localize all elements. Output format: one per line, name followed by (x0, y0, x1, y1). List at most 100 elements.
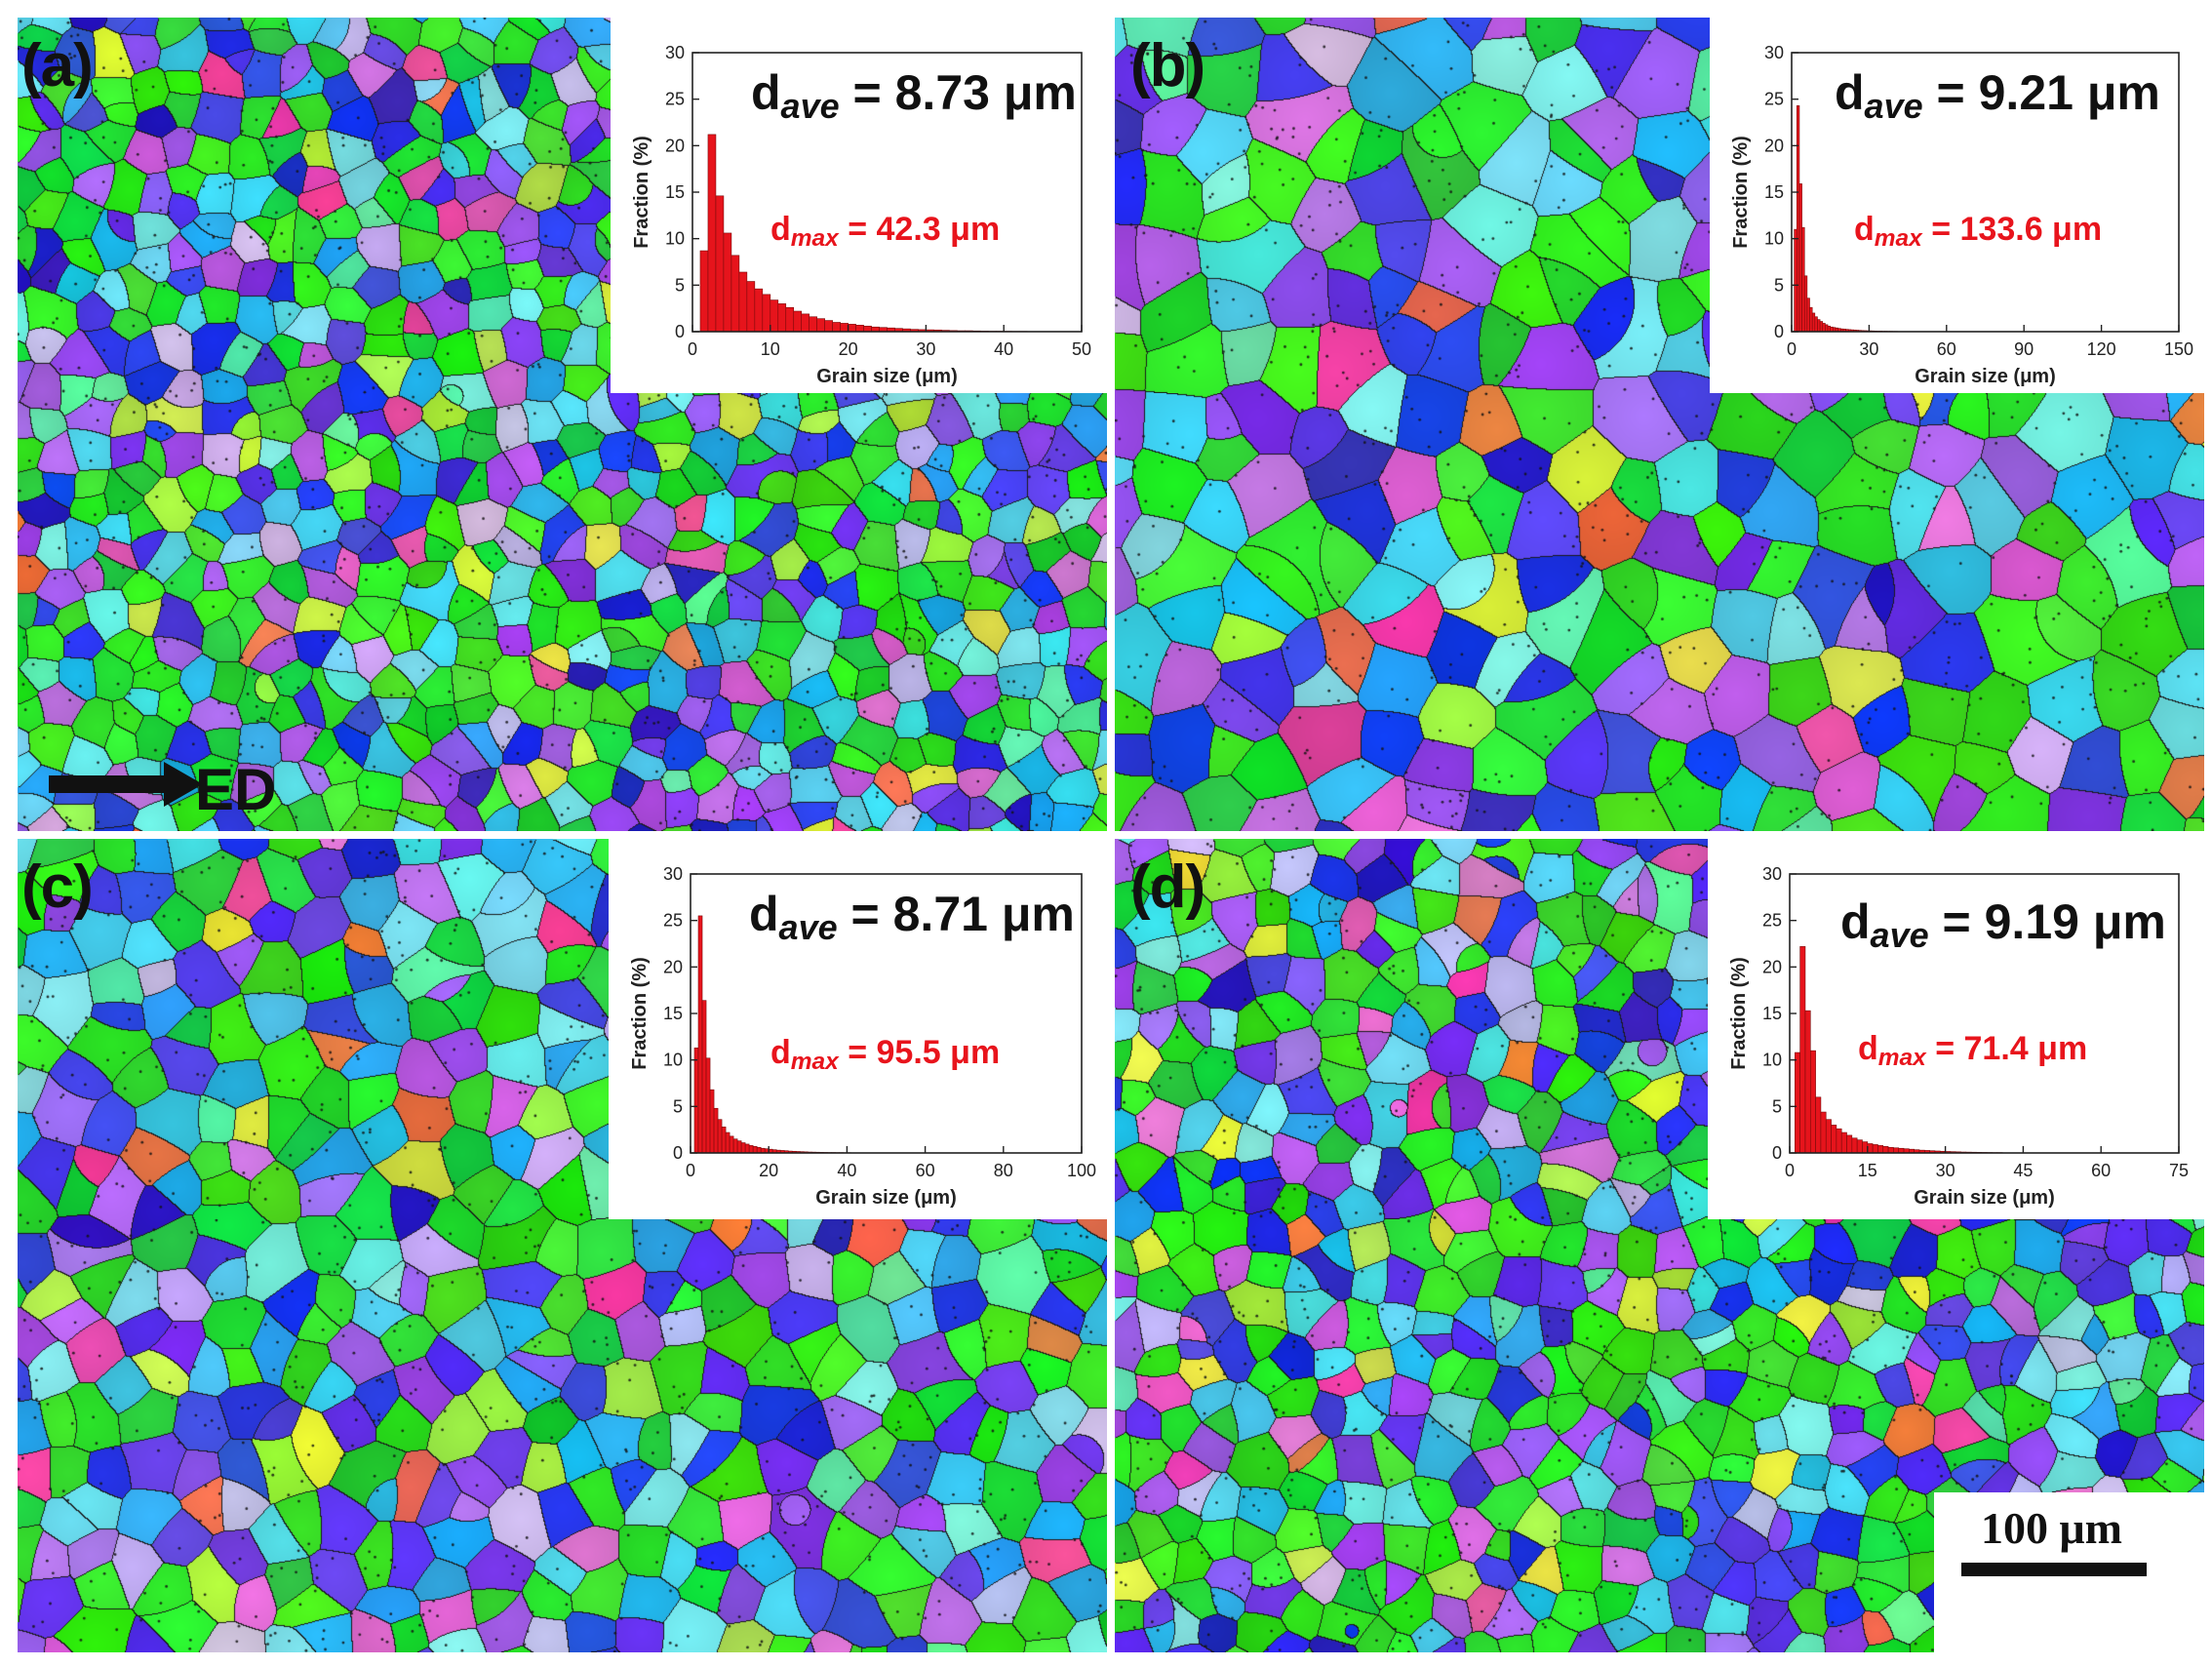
panel-label-d: (d) (1130, 853, 1205, 921)
histogram-bar (1814, 316, 1818, 333)
histogram-bar (785, 306, 795, 333)
histogram-svg-c: 0 5 10 15 20 25 30 0 20 40 60 80 100 Grain size (μm) F… (629, 864, 1096, 1209)
histogram-bar (1798, 183, 1802, 333)
d-ave-label-b: dave = 9.21 μm (1835, 65, 2160, 126)
histogram-bar (693, 1047, 699, 1154)
histogram-bar (832, 322, 841, 333)
y-tick-label: 5 (1772, 1096, 1782, 1116)
histogram-bar (1803, 275, 1808, 333)
y-tick-label: 10 (663, 1051, 683, 1070)
histogram-bar (699, 250, 709, 333)
x-tick-label: 100 (1067, 1161, 1096, 1180)
histogram-bar (725, 1131, 731, 1154)
histogram-bar (1846, 1134, 1853, 1154)
histogram-bar (816, 318, 825, 333)
x-tick-label: 50 (1072, 339, 1091, 359)
ed-direction-arrow: ED (49, 754, 293, 822)
scale-bar-line (1961, 1563, 2147, 1576)
x-tick-label: 10 (761, 339, 780, 359)
x-tick-label: 80 (994, 1161, 1013, 1180)
histogram-bar (1872, 1144, 1878, 1154)
histogram-bar (1815, 1096, 1822, 1154)
histogram-bar (709, 1089, 715, 1154)
x-tick-label: 0 (686, 1161, 695, 1180)
histogram-bar (1877, 1145, 1884, 1154)
y-tick-label: 10 (1764, 229, 1784, 249)
y-axis-label: Fraction (%) (629, 957, 651, 1070)
histogram-svg-d: 0 5 10 15 20 25 30 0 15 30 45 60 75 Grain size (μm) Fr… (1728, 864, 2189, 1209)
x-tick-label: 30 (1859, 339, 1878, 359)
histogram-bar (1801, 226, 1805, 333)
grain-size-histogram-a: 0 5 10 15 20 25 30 0 10 20 30 40 50 Grain size (μm) Fr… (611, 18, 1107, 393)
histogram-bar (717, 1119, 723, 1154)
histogram-bar (1820, 1111, 1827, 1154)
ed-label: ED (195, 757, 277, 822)
histogram-bar (754, 288, 764, 333)
ebsd-panel-b: (b) 0 5 10 15 20 25 30 0 30 60 90 120 150 Grain size … (1115, 18, 2204, 831)
arrow-icon (49, 762, 203, 807)
panel-label-a: (a) (21, 32, 94, 99)
histogram-bar (736, 1140, 742, 1154)
d-max-label-a: dmax = 42.3 μm (770, 211, 1001, 253)
y-tick-label: 20 (665, 136, 685, 155)
histogram-bar (1825, 324, 1829, 333)
y-tick-label: 25 (1764, 90, 1784, 109)
y-axis-label: Fraction (%) (1730, 136, 1752, 249)
histogram-bar (801, 313, 810, 333)
y-tick-label: 15 (1762, 1004, 1782, 1023)
histogram-bar (748, 1145, 754, 1154)
histogram-bar (731, 255, 740, 333)
x-tick-label: 75 (2169, 1161, 2189, 1180)
y-axis-label: Fraction (%) (631, 136, 652, 249)
histogram-svg-a: 0 5 10 15 20 25 30 0 10 20 30 40 50 Grain size (μm) Fr… (631, 43, 1091, 387)
panel-label-b: (b) (1130, 32, 1205, 99)
x-tick-label: 120 (2087, 339, 2116, 359)
d-max-label-b: dmax = 133.6 μm (1854, 211, 2103, 253)
y-tick-label: 25 (663, 911, 683, 931)
y-tick-label: 0 (675, 322, 685, 341)
histogram-bar (1851, 1137, 1858, 1154)
histogram-bar (738, 271, 748, 333)
histogram-bar (721, 1127, 727, 1154)
histogram-bar (697, 915, 703, 1154)
x-tick-label: 30 (1936, 1161, 1955, 1180)
d-max-label-d: dmax = 71.4 μm (1858, 1030, 2088, 1072)
histogram-bar (863, 325, 872, 333)
x-tick-label: 0 (1785, 1161, 1795, 1180)
x-axis-label: Grain size (μm) (1914, 1187, 2055, 1209)
histogram-bar (855, 325, 864, 333)
y-tick-label: 5 (673, 1096, 683, 1116)
y-tick-label: 20 (663, 957, 683, 976)
histogram-bar (770, 299, 779, 333)
ebsd-panel-d: (d) 0 5 10 15 20 25 30 0 15 30 45 60 75 Grain size (μ… (1115, 839, 2204, 1652)
histogram-bar (701, 1000, 707, 1154)
y-tick-label: 25 (665, 90, 685, 109)
x-axis-label: Grain size (μm) (816, 366, 958, 387)
histogram-bar (723, 232, 732, 333)
histogram-bar (1836, 1128, 1842, 1154)
y-tick-label: 30 (1762, 864, 1782, 884)
histogram-bar (824, 320, 833, 333)
y-tick-label: 30 (1764, 43, 1784, 62)
histogram-bar (744, 1143, 750, 1154)
histogram-bar (809, 316, 817, 333)
x-tick-label: 0 (1787, 339, 1797, 359)
scale-bar: 100 μm (1934, 1492, 2204, 1652)
x-tick-label: 40 (994, 339, 1013, 359)
d-ave-label-a: dave = 8.73 μm (751, 65, 1077, 126)
x-axis-label: Grain size (μm) (1915, 366, 2056, 387)
histogram-bar (777, 303, 787, 333)
y-tick-label: 0 (1774, 322, 1784, 341)
y-tick-label: 20 (1762, 957, 1782, 976)
d-ave-label-d: dave = 9.19 μm (1840, 894, 2166, 955)
x-tick-label: 90 (2014, 339, 2034, 359)
histogram-bar (840, 323, 849, 333)
x-tick-label: 20 (759, 1161, 778, 1180)
histogram-bar (715, 195, 725, 333)
histogram-bar (762, 294, 771, 333)
histogram-bar (1819, 321, 1824, 333)
y-tick-label: 30 (663, 864, 683, 884)
histogram-bar (1794, 228, 1797, 333)
histogram-bar (713, 1107, 719, 1154)
histogram-bar (1817, 319, 1821, 333)
